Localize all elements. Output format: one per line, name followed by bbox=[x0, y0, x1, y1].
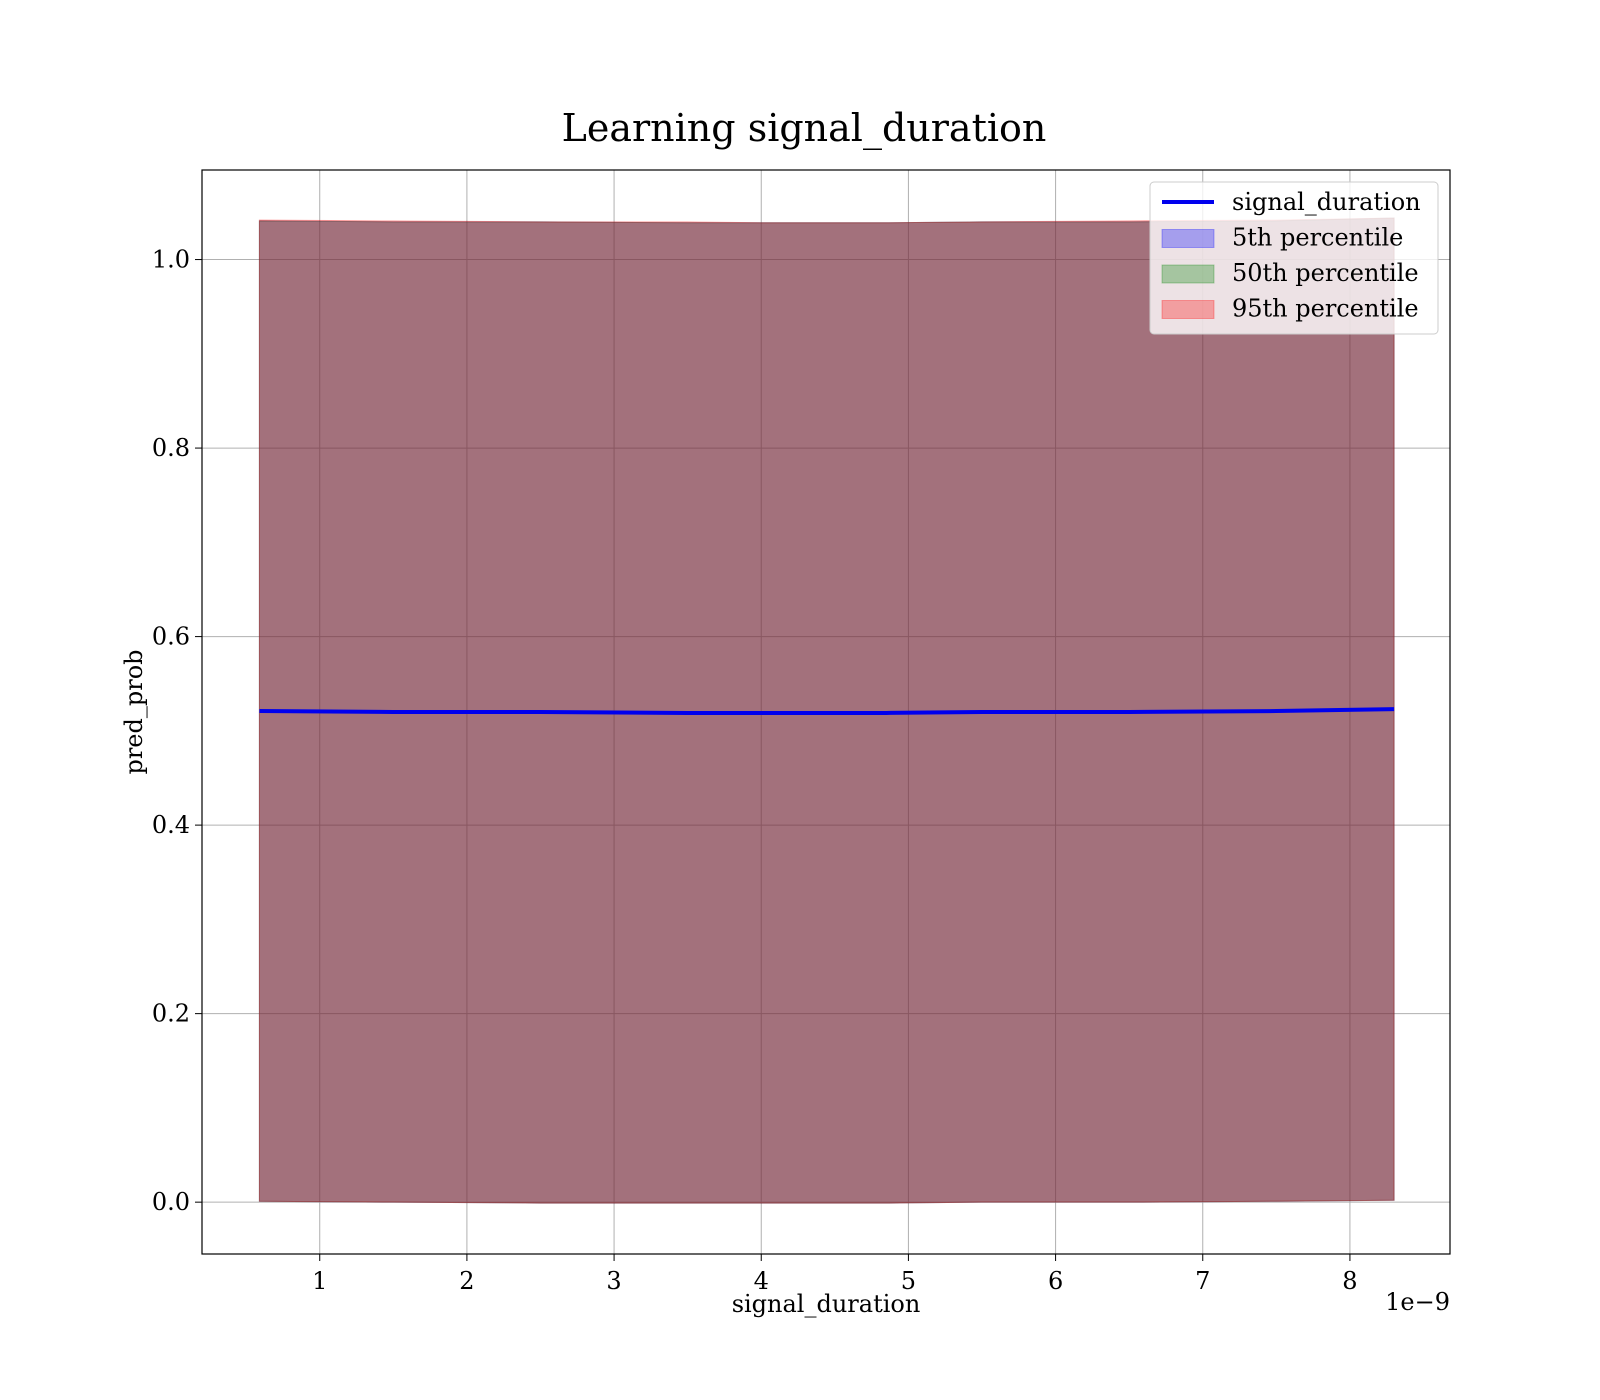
x-tick-label: 2 bbox=[459, 1267, 474, 1295]
y-axis-label: pred_prob bbox=[120, 649, 148, 774]
series-line-layer bbox=[259, 707, 1395, 715]
y-axis-ticks: 0.0 0.2 0.4 0.6 0.8 1.0 bbox=[152, 246, 202, 1216]
y-tick-label: 1.0 bbox=[152, 246, 190, 274]
legend-entry-band: 5th percentile bbox=[1161, 224, 1403, 252]
x-axis-offset-label: 1e−9 bbox=[1385, 1288, 1450, 1316]
x-axis-label: signal_duration bbox=[732, 1290, 921, 1318]
plot-frame bbox=[201, 169, 1451, 1255]
legend-entry-line: signal_duration bbox=[1162, 188, 1421, 216]
x-tick-label: 4 bbox=[754, 1267, 769, 1295]
legend-box bbox=[1149, 181, 1439, 335]
legend-band-swatch bbox=[1161, 300, 1215, 319]
percentile-bands bbox=[258, 217, 1395, 1204]
legend-label: 95th percentile bbox=[1232, 295, 1419, 323]
legend-label: 50th percentile bbox=[1232, 259, 1419, 287]
y-tick-label: 0.4 bbox=[152, 811, 190, 839]
x-tick-label: 5 bbox=[901, 1267, 916, 1295]
legend-label: signal_duration bbox=[1232, 188, 1421, 216]
y-tick-label: 0.8 bbox=[152, 434, 190, 462]
legend-band-swatch bbox=[1161, 264, 1215, 284]
x-tick-label: 8 bbox=[1342, 1267, 1357, 1295]
legend-band-swatch bbox=[1161, 229, 1215, 248]
x-tick-label: 7 bbox=[1195, 1267, 1210, 1295]
band-95th-percentile bbox=[258, 217, 1395, 1204]
band-50th-percentile bbox=[258, 217, 1395, 1204]
y-tick-label: 0.0 bbox=[152, 1188, 190, 1216]
band-5th-percentile bbox=[258, 217, 1395, 1204]
y-tick-label: 0.6 bbox=[152, 623, 190, 651]
legend-entry-band: 95th percentile bbox=[1161, 295, 1419, 323]
legend-label: 5th percentile bbox=[1232, 224, 1403, 252]
y-tick-label: 0.2 bbox=[152, 1000, 190, 1028]
x-tick-label: 6 bbox=[1048, 1267, 1063, 1295]
legend: signal_duration 5th percentile 50th percen… bbox=[1149, 181, 1439, 335]
legend-entry-band: 50th percentile bbox=[1161, 259, 1419, 287]
x-tick-label: 1 bbox=[312, 1267, 327, 1295]
chart-title: Learning signal_duration bbox=[562, 106, 1047, 151]
series-line-signal-duration bbox=[259, 707, 1395, 715]
x-tick-label: 3 bbox=[606, 1267, 621, 1295]
x-axis-ticks: 1 2 3 4 5 6 7 8 bbox=[312, 1254, 1358, 1295]
